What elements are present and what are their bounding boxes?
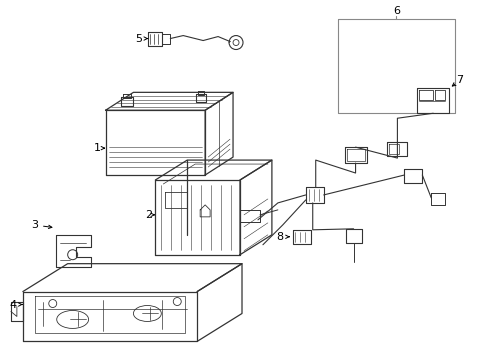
Text: 1: 1 <box>94 143 101 153</box>
Text: 5: 5 <box>135 33 142 44</box>
Text: 8: 8 <box>276 232 283 242</box>
Text: 4: 4 <box>9 300 17 310</box>
Text: 6: 6 <box>392 6 399 15</box>
Text: 2: 2 <box>144 210 152 220</box>
Text: 3: 3 <box>31 220 38 230</box>
Text: 7: 7 <box>455 75 462 85</box>
